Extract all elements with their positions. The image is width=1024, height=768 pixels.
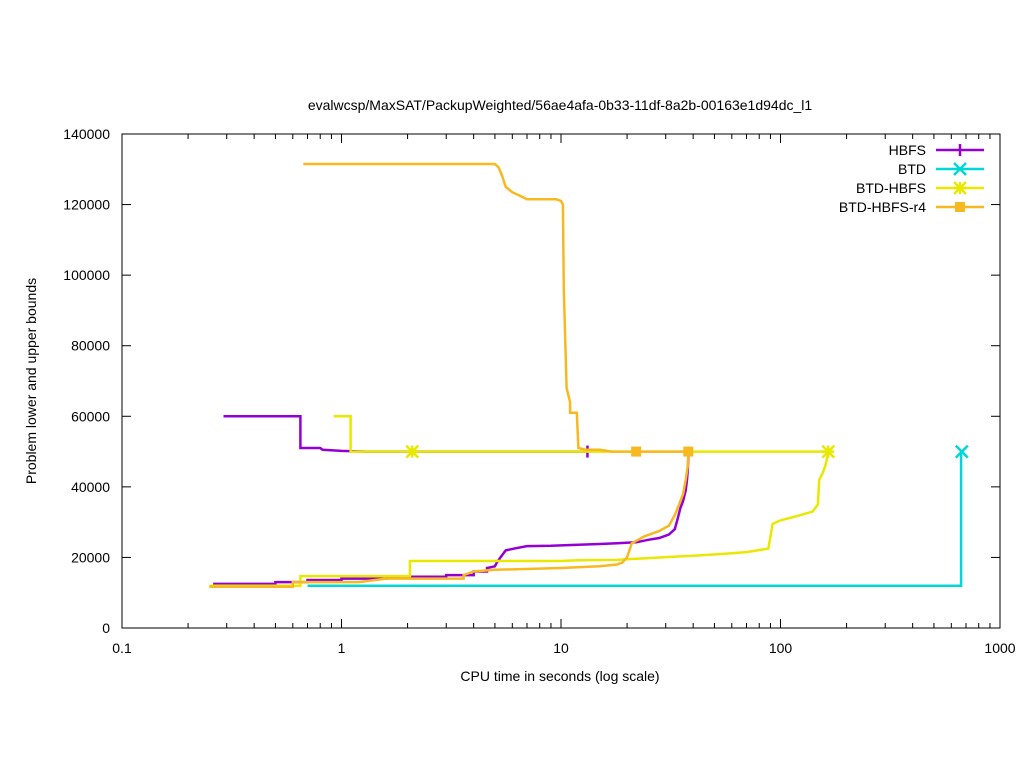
series-marker-btd-hbfs <box>405 444 420 459</box>
y-tick-label: 40000 <box>71 479 110 495</box>
y-tick-label: 80000 <box>71 338 110 354</box>
legend-marker-btd-hbfs <box>953 181 967 195</box>
series-marker-btd-hbfs-r4 <box>631 446 642 457</box>
legend-label-btd-hbfs-r4: BTD-HBFS-r4 <box>839 199 926 215</box>
legend-marker-btd <box>953 162 967 176</box>
x-tick-label: 10 <box>553 640 569 656</box>
legend-label-hbfs: HBFS <box>889 142 926 158</box>
series-line-btd-hbfs <box>209 451 830 587</box>
x-axis-label: CPU time in seconds (log scale) <box>460 668 659 684</box>
x-tick-label: 1000 <box>984 640 1015 656</box>
series-line-hbfs <box>213 451 690 586</box>
x-tick-label: 0.1 <box>112 640 132 656</box>
series-marker-btd <box>954 444 969 459</box>
legend: HBFS BTD BTD-HBFS BTD-HBFS-r4 <box>839 142 984 215</box>
legend-marker-hbfs <box>958 144 962 156</box>
y-tick-label: 0 <box>102 620 110 636</box>
series-marker-btd-hbfs-r4 <box>683 446 694 457</box>
y-tick-label: 140000 <box>63 126 110 142</box>
series-line-btd-hbfs-r4 <box>303 162 689 453</box>
legend-marker-btd-hbfs-r4 <box>955 202 965 212</box>
legend-label-btd-hbfs: BTD-HBFS <box>856 180 926 196</box>
x-tick-label: 1 <box>338 640 346 656</box>
y-axis-label: Problem lower and upper bounds <box>23 278 39 484</box>
y-tick-label: 20000 <box>71 549 110 565</box>
series-line-btd-hbfs <box>333 415 829 453</box>
series-layer <box>209 162 969 588</box>
series-line-btd-hbfs-r4 <box>209 451 690 588</box>
chart-title: evalwcsp/MaxSAT/PackupWeighted/56ae4afa-… <box>308 97 813 113</box>
y-tick-label: 60000 <box>71 408 110 424</box>
series-marker-btd-hbfs <box>821 444 836 459</box>
y-tick-label: 100000 <box>63 267 110 283</box>
series-line-btd <box>307 451 963 587</box>
y-tick-label: 120000 <box>63 197 110 213</box>
legend-label-btd: BTD <box>898 161 926 177</box>
x-tick-label: 100 <box>769 640 793 656</box>
ticks-layer: 0.1 1 10 100 1000 0 20000 40000 60000 80000 100000… <box>63 126 1015 656</box>
